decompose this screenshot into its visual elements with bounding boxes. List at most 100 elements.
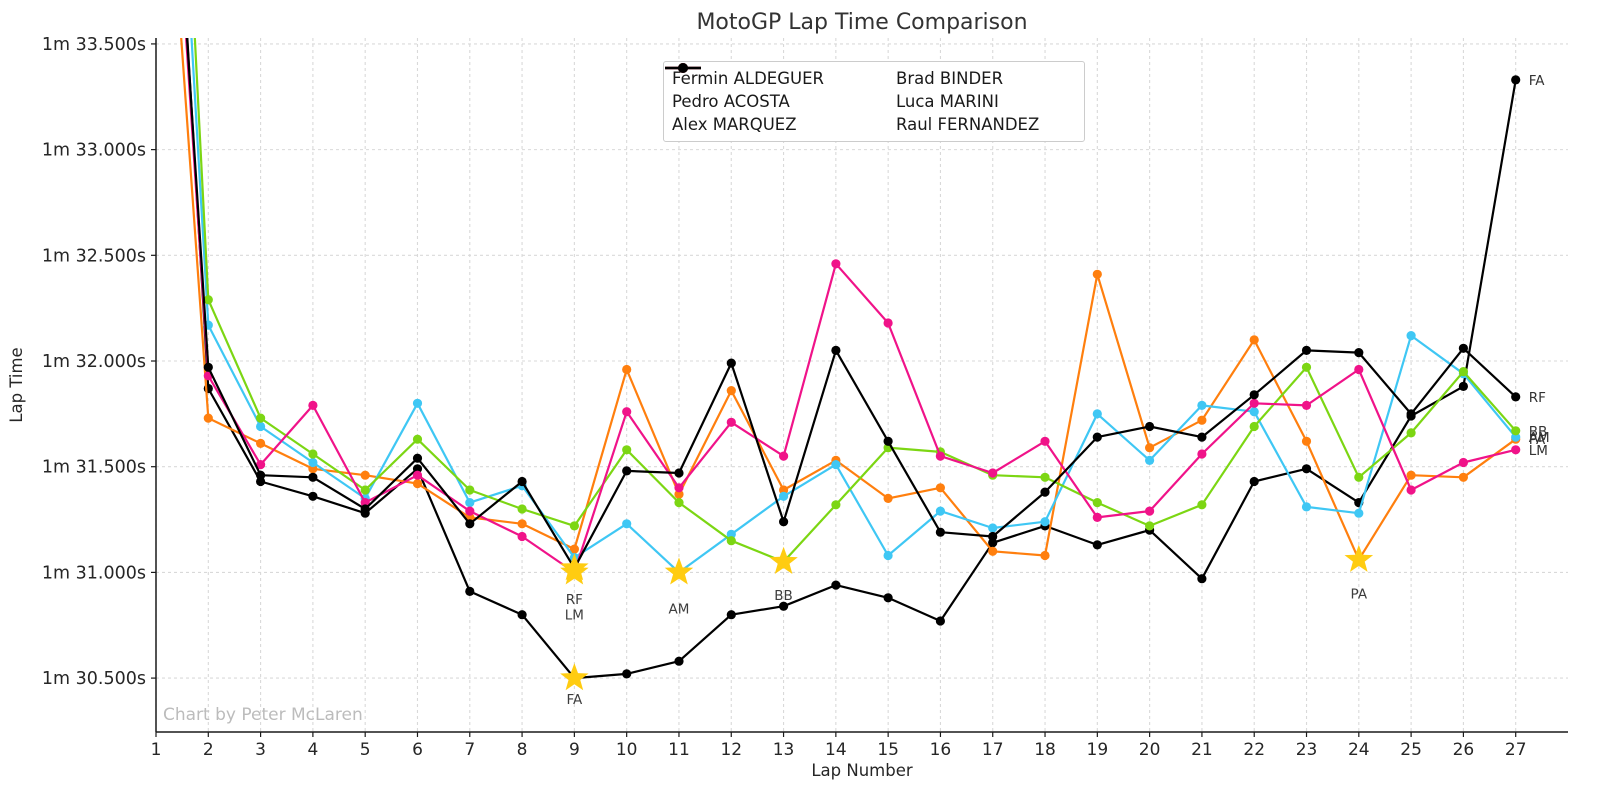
data-point-RF (412, 453, 423, 463)
data-point-AM (1301, 502, 1312, 512)
y-tick-label: 1m 33.500s (42, 35, 146, 55)
data-point-LM (517, 531, 527, 542)
data-point-BB (203, 295, 213, 305)
data-point-PA (1301, 436, 1312, 446)
x-tick-label: 19 (1087, 740, 1109, 760)
data-point-RF (256, 470, 266, 480)
data-point-PA (308, 464, 318, 474)
x-tick-label: 16 (930, 740, 952, 760)
x-tick-label: 24 (1348, 740, 1370, 760)
data-point-FA (412, 464, 423, 474)
data-point-RF (726, 358, 736, 368)
data-point-AM (1197, 400, 1207, 410)
data-point-RF (517, 476, 527, 487)
legend-label-AM: Alex MARQUEZ (672, 115, 797, 134)
data-point-RF (1197, 432, 1207, 442)
end-label-RF: RF (1529, 390, 1546, 406)
x-tick-label: 25 (1400, 740, 1422, 760)
data-point-PA (256, 438, 266, 448)
legend-label-RF: Raul FERNANDEZ (896, 115, 1040, 134)
data-point-PA (569, 544, 580, 554)
end-label-LM: LM (1529, 443, 1548, 459)
data-point-FA (726, 610, 736, 620)
x-tick-label: 1 (151, 740, 162, 760)
x-tick-label: 13 (773, 740, 795, 760)
data-point-RF (1301, 345, 1312, 355)
data-point-PA (726, 386, 736, 396)
x-tick-label: 22 (1243, 740, 1265, 760)
data-point-LM (308, 400, 318, 410)
y-tick-label: 1m 30.500s (42, 669, 146, 689)
data-point-LM (360, 498, 370, 508)
data-point-RF (779, 517, 789, 527)
x-tick-label: 8 (517, 740, 528, 760)
y-axis-title: Lap Time (7, 347, 26, 422)
data-point-RF (935, 527, 946, 537)
data-point-AM (779, 491, 789, 501)
data-point-LM (935, 451, 946, 461)
data-point-AM (1511, 432, 1521, 442)
series-BB (193, 38, 1521, 567)
data-point-RF (360, 504, 370, 514)
x-tick-label: 2 (203, 740, 214, 760)
data-point-RF (1354, 348, 1364, 358)
data-point-LM (465, 506, 475, 516)
data-point-BB (412, 434, 423, 444)
fastest-lap-star-FA (560, 663, 589, 691)
x-tick-label: 12 (720, 740, 742, 760)
data-point-AM (412, 398, 423, 408)
data-point-LM (1197, 449, 1207, 459)
data-point-BB (1249, 421, 1259, 432)
data-point-LM (883, 318, 893, 328)
data-point-FA (1092, 540, 1102, 550)
data-point-AM (1145, 455, 1155, 465)
x-tick-label: 21 (1191, 740, 1213, 760)
data-point-RF (831, 345, 841, 355)
data-point-RF (1511, 392, 1521, 402)
data-point-RF (1040, 487, 1050, 497)
legend-entry-BB: Brad BINDER (665, 63, 1072, 88)
x-tick-label: 7 (464, 740, 475, 760)
data-point-AM (1092, 409, 1102, 419)
data-point-FA (1249, 476, 1259, 487)
data-point-PA (203, 413, 213, 423)
data-point-RF (1249, 390, 1259, 400)
x-tick-label: 11 (668, 740, 690, 760)
data-point-PA (1092, 269, 1102, 279)
data-point-FA (1301, 464, 1312, 474)
data-point-AM (726, 529, 736, 539)
data-point-PA (360, 470, 370, 480)
y-tick-label: 1m 32.500s (42, 246, 146, 266)
data-point-LM (674, 483, 684, 493)
fastest-lap-star-AM (664, 557, 694, 585)
x-axis-title: Lap Number (811, 761, 913, 780)
data-point-FA (1197, 574, 1207, 584)
data-point-BB (569, 521, 580, 531)
data-point-FA (779, 601, 789, 611)
x-tick-label: 17 (982, 740, 1004, 760)
x-tick-label: 26 (1453, 740, 1475, 760)
data-point-AM (1249, 407, 1259, 417)
data-point-RF (1092, 432, 1102, 442)
data-point-FA (517, 610, 527, 620)
data-point-RF (308, 472, 318, 482)
data-point-BB (256, 413, 266, 423)
data-point-LM (831, 259, 841, 269)
data-point-LM (1354, 364, 1364, 375)
data-point-LM (988, 468, 998, 478)
data-point-AM (308, 457, 318, 468)
data-point-FA (883, 593, 893, 603)
data-point-LM (1511, 445, 1521, 455)
data-point-RF (883, 436, 893, 446)
x-tick-label: 4 (307, 740, 318, 760)
x-tick-label: 9 (569, 740, 580, 760)
fastest-lap-label-AM: AM (669, 601, 690, 617)
data-point-BB (465, 485, 475, 495)
x-tick-label: 6 (412, 740, 423, 760)
data-point-LM (1249, 398, 1259, 408)
fastest-lap-star-PA (1344, 544, 1374, 572)
data-point-LM (726, 417, 736, 427)
fastest-lap-star-BB (769, 546, 798, 574)
